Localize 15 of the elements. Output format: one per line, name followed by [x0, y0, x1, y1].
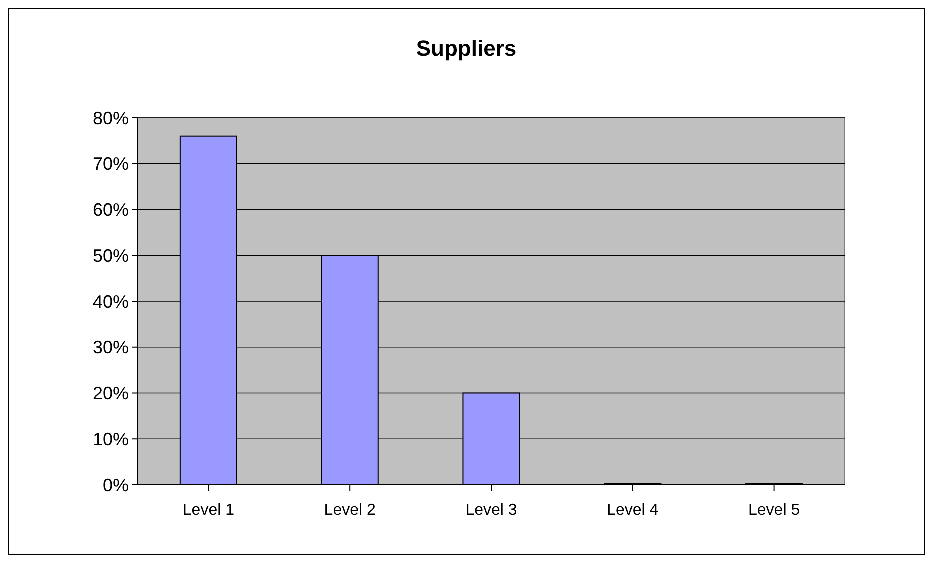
- y-tick-label: 10%: [92, 429, 129, 450]
- chart-title: Suppliers: [416, 36, 517, 61]
- y-tick-label: 70%: [92, 154, 129, 174]
- y-tick-label: 0%: [102, 475, 129, 496]
- y-tick-label: 20%: [92, 384, 129, 404]
- x-tick-label: Level 3: [466, 502, 518, 519]
- y-tick-label: 40%: [92, 292, 129, 312]
- y-tick-label: 50%: [92, 246, 129, 266]
- y-tick-label: 60%: [92, 200, 129, 220]
- y-tick-label: 30%: [92, 338, 129, 358]
- x-tick-label: Level 5: [748, 502, 800, 519]
- x-tick-label: Level 1: [182, 502, 235, 519]
- x-tick-label: Level 4: [607, 502, 659, 519]
- y-tick-label: 80%: [92, 108, 129, 128]
- x-tick-label: Level 2: [324, 502, 376, 519]
